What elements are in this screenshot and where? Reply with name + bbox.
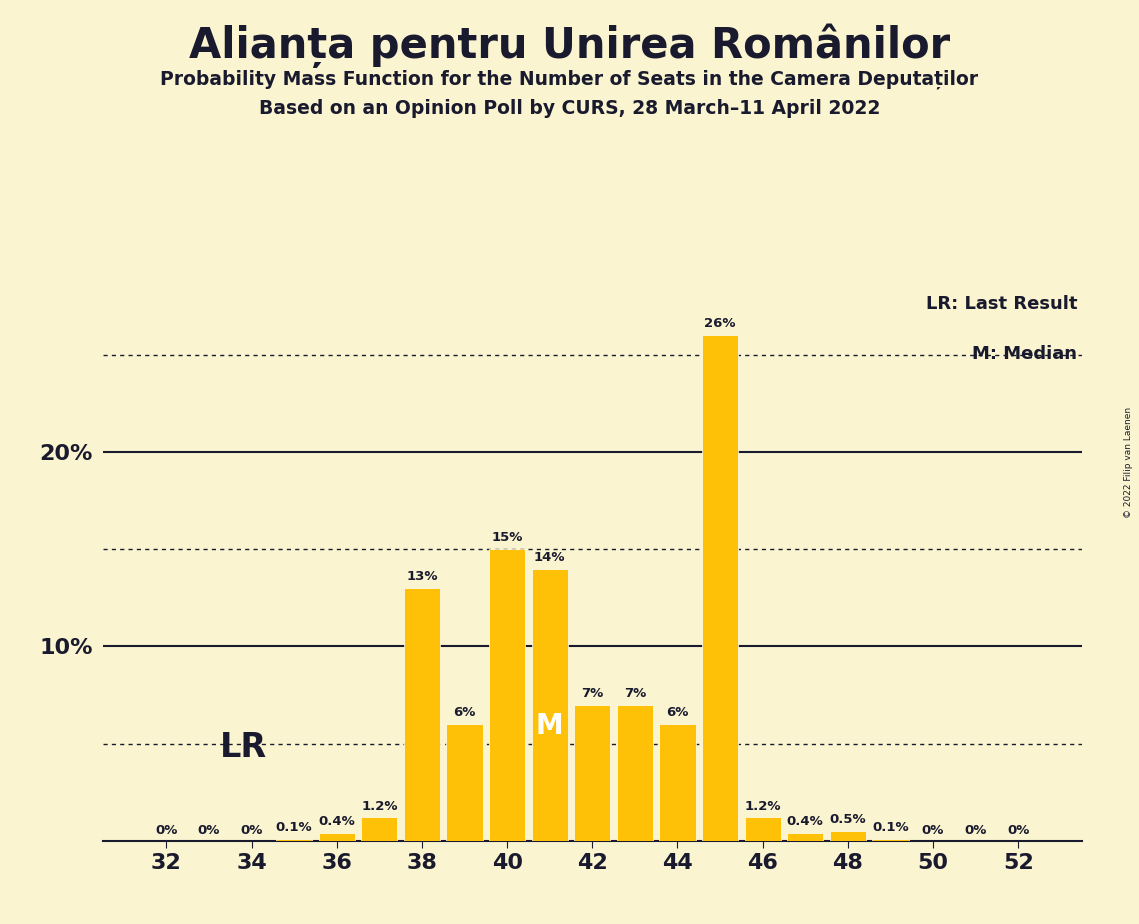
Text: 15%: 15%: [491, 531, 523, 544]
Text: 0.4%: 0.4%: [319, 815, 355, 828]
Text: 13%: 13%: [407, 570, 437, 583]
Text: Alianța pentru Unirea Românilor: Alianța pentru Unirea Românilor: [189, 23, 950, 67]
Bar: [489, 549, 525, 841]
Text: LR: LR: [220, 731, 267, 764]
Text: 0%: 0%: [155, 824, 178, 837]
Bar: [787, 833, 823, 841]
Bar: [617, 705, 653, 841]
Text: 0%: 0%: [921, 824, 944, 837]
Text: 7%: 7%: [624, 687, 646, 699]
Text: 0.5%: 0.5%: [829, 813, 866, 826]
Text: M: M: [535, 712, 564, 740]
Bar: [532, 568, 568, 841]
Bar: [446, 724, 483, 841]
Bar: [702, 335, 738, 841]
Text: Based on an Opinion Poll by CURS, 28 March–11 April 2022: Based on an Opinion Poll by CURS, 28 Mar…: [259, 99, 880, 118]
Bar: [276, 839, 312, 841]
Bar: [745, 818, 780, 841]
Text: 26%: 26%: [704, 317, 736, 330]
Bar: [404, 588, 440, 841]
Text: 0.1%: 0.1%: [276, 821, 312, 834]
Text: 1.2%: 1.2%: [745, 799, 781, 812]
Text: 0.1%: 0.1%: [872, 821, 909, 834]
Bar: [829, 831, 866, 841]
Text: Probability Mass Function for the Number of Seats in the Camera Deputaților: Probability Mass Function for the Number…: [161, 69, 978, 89]
Text: 0%: 0%: [240, 824, 263, 837]
Text: 1.2%: 1.2%: [361, 799, 398, 812]
Text: 6%: 6%: [666, 706, 689, 719]
Text: 0.4%: 0.4%: [787, 815, 823, 828]
Text: 0%: 0%: [1007, 824, 1030, 837]
Text: 0%: 0%: [198, 824, 220, 837]
Bar: [574, 705, 611, 841]
Text: 6%: 6%: [453, 706, 476, 719]
Text: © 2022 Filip van Laenen: © 2022 Filip van Laenen: [1124, 407, 1133, 517]
Text: 14%: 14%: [534, 551, 565, 564]
Bar: [319, 833, 355, 841]
Text: LR: Last Result: LR: Last Result: [926, 295, 1077, 312]
Bar: [872, 839, 909, 841]
Text: 7%: 7%: [581, 687, 604, 699]
Bar: [659, 724, 696, 841]
Text: 0%: 0%: [965, 824, 986, 837]
Text: M: Median: M: Median: [973, 345, 1077, 362]
Bar: [361, 818, 398, 841]
